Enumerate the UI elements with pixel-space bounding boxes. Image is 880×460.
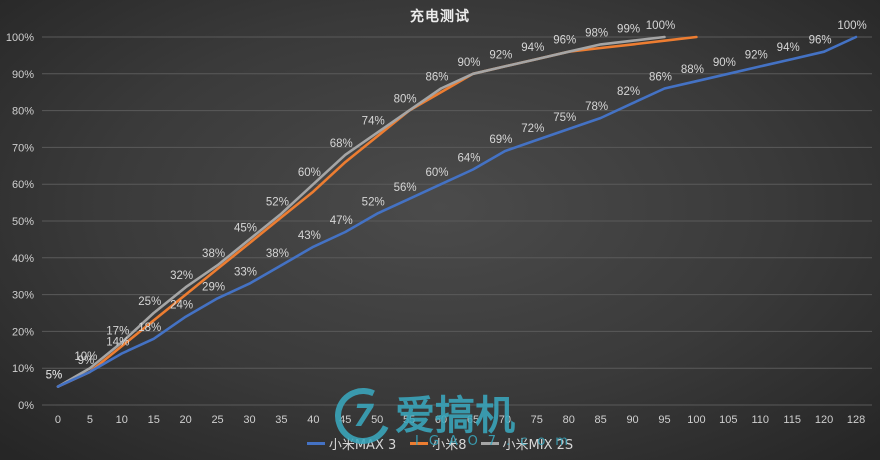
x-tick-label: 95 <box>658 414 670 426</box>
legend-item-max3[interactable]: 小米MAX 3 <box>306 434 397 453</box>
data-label: 100% <box>837 20 866 32</box>
x-tick-label: 30 <box>243 414 255 426</box>
legend: 小米MAX 3 小米8 小米MIX 2S <box>0 434 880 453</box>
data-label: 5% <box>46 370 63 382</box>
x-tick-label: 50 <box>371 414 383 426</box>
data-label: 9% <box>78 355 95 367</box>
x-tick-label: 85 <box>595 414 607 426</box>
data-label: 75% <box>553 112 576 124</box>
series-line[interactable] <box>56 35 698 388</box>
data-label: 90% <box>457 57 480 69</box>
y-tick-label: 20% <box>12 326 34 338</box>
y-tick-label: 80% <box>12 106 34 118</box>
x-tick-label: 115 <box>783 414 801 426</box>
x-tick-label: 40 <box>307 414 319 426</box>
data-label: 96% <box>553 35 576 47</box>
x-tick-label: 65 <box>467 414 479 426</box>
data-label: 68% <box>330 138 353 150</box>
x-tick-label: 120 <box>815 414 833 426</box>
data-label: 100% <box>646 20 675 32</box>
data-label: 80% <box>394 94 417 106</box>
data-label: 24% <box>170 300 193 312</box>
x-tick-label: 0 <box>55 414 61 426</box>
legend-swatch-icon <box>410 442 429 445</box>
legend-label: 小米MIX 2S <box>502 438 574 453</box>
y-tick-label: 60% <box>12 179 34 191</box>
series-line[interactable] <box>56 35 858 388</box>
data-label: 38% <box>202 248 225 260</box>
x-tick-label: 105 <box>719 414 737 426</box>
y-tick-label: 10% <box>12 363 34 375</box>
data-label: 47% <box>330 215 353 227</box>
data-label: 94% <box>777 42 800 54</box>
chart-title: 充电测试 <box>410 9 470 25</box>
x-tick-label: 25 <box>211 414 223 426</box>
y-tick-label: 40% <box>12 253 34 265</box>
data-label: 64% <box>457 152 480 164</box>
x-tick-label: 15 <box>148 414 160 426</box>
x-tick-label: 45 <box>339 414 351 426</box>
legend-item-mi8[interactable]: 小米8 <box>410 434 467 453</box>
y-tick-label: 90% <box>12 69 34 81</box>
legend-swatch-icon <box>480 442 499 445</box>
data-label: 18% <box>138 322 161 334</box>
data-label: 86% <box>426 72 449 84</box>
data-label: 29% <box>202 281 225 293</box>
data-label: 56% <box>394 182 417 194</box>
x-tick-label: 75 <box>531 414 543 426</box>
legend-label: 小米MAX 3 <box>328 438 397 453</box>
data-label: 69% <box>489 134 512 146</box>
y-tick-label: 30% <box>12 290 34 302</box>
data-label: 52% <box>266 197 289 209</box>
data-label: 82% <box>617 86 640 98</box>
y-tick-label: 70% <box>12 142 34 154</box>
data-label: 10% <box>74 351 97 363</box>
data-label: 5% <box>46 370 63 382</box>
x-tick-label: 55 <box>403 414 415 426</box>
data-label: 88% <box>681 64 704 76</box>
data-label: 92% <box>745 49 768 61</box>
data-label: 32% <box>170 270 193 282</box>
data-label: 99% <box>617 24 640 36</box>
x-tick-label: 60 <box>435 414 447 426</box>
x-tick-label: 10 <box>116 414 128 426</box>
data-label: 60% <box>298 167 321 179</box>
y-tick-label: 0% <box>18 400 34 412</box>
data-label: 43% <box>298 230 321 242</box>
series-line[interactable] <box>56 35 666 388</box>
legend-item-mix2s[interactable]: 小米MIX 2S <box>480 434 574 453</box>
legend-swatch-icon <box>306 442 325 445</box>
data-label: 98% <box>585 27 608 39</box>
data-label: 92% <box>489 49 512 61</box>
data-label: 14% <box>106 336 129 348</box>
x-tick-label: 80 <box>563 414 575 426</box>
data-label: 60% <box>426 167 449 179</box>
y-tick-label: 50% <box>12 216 34 228</box>
x-tick-label: 90 <box>626 414 638 426</box>
x-tick-label: 20 <box>180 414 192 426</box>
data-label: 72% <box>521 123 544 135</box>
data-label: 33% <box>234 267 257 279</box>
legend-label: 小米8 <box>432 438 467 453</box>
x-tick-label: 100 <box>687 414 705 426</box>
data-label: 17% <box>106 325 129 337</box>
data-label: 94% <box>521 42 544 54</box>
x-tick-label: 110 <box>751 414 769 426</box>
data-label: 38% <box>266 248 289 260</box>
data-label: 96% <box>809 35 832 47</box>
x-tick-label: 5 <box>87 414 93 426</box>
data-label: 78% <box>585 101 608 113</box>
y-tick-label: 100% <box>6 32 34 44</box>
data-label: 25% <box>138 296 161 308</box>
data-label: 86% <box>649 72 672 84</box>
data-label: 45% <box>234 222 257 234</box>
x-tick-label: 35 <box>275 414 287 426</box>
data-label: 90% <box>713 57 736 69</box>
x-tick-label: 128 <box>847 414 865 426</box>
data-label: 74% <box>362 116 385 128</box>
data-label: 52% <box>362 197 385 209</box>
x-tick-label: 70 <box>499 414 511 426</box>
